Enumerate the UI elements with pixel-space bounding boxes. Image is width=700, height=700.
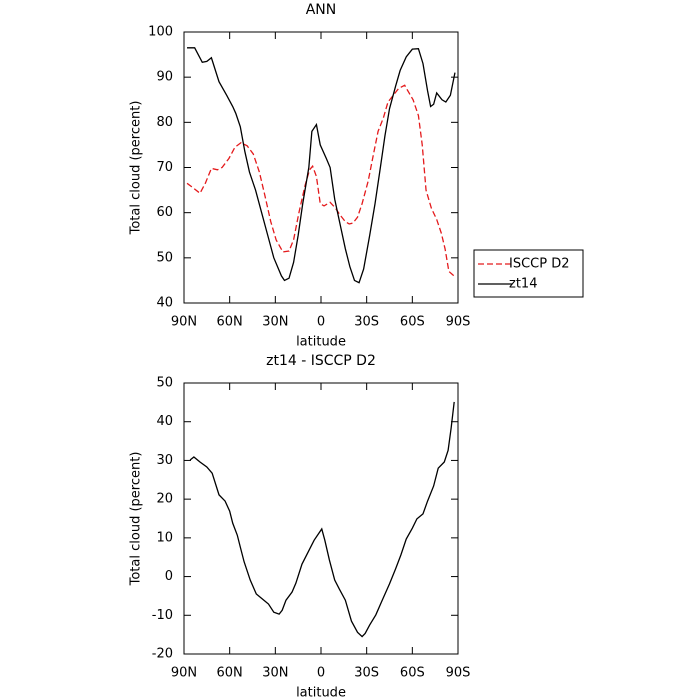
data-line — [189, 401, 455, 638]
chart-title: ANN — [306, 2, 337, 18]
x-tick-label: 60N — [217, 666, 243, 681]
legend-label: ISCCP D2 — [509, 257, 570, 272]
y-tick-label: 0 — [165, 569, 173, 584]
x-tick-label: 0 — [317, 315, 325, 330]
y-axis-label: Total cloud (percent) — [129, 452, 144, 587]
y-tick-label: 10 — [156, 530, 173, 545]
x-tick-label: 60S — [400, 666, 425, 681]
x-tick-label: 90S — [446, 666, 471, 681]
x-tick-label: 30S — [354, 315, 379, 330]
x-tick-label: 60N — [217, 315, 243, 330]
legend-label: zt14 — [509, 277, 537, 292]
chart-title: zt14 - ISCCP D2 — [266, 353, 376, 369]
y-tick-label: 70 — [156, 160, 173, 175]
x-tick-label: 90N — [171, 666, 197, 681]
y-tick-label: 40 — [156, 414, 173, 429]
y-tick-label: 50 — [156, 376, 173, 391]
x-axis-label: latitude — [296, 686, 346, 700]
plot-frame — [183, 31, 459, 304]
x-tick-label: 30N — [262, 315, 288, 330]
y-tick-label: 50 — [156, 250, 173, 265]
y-tick-label: 20 — [156, 492, 173, 507]
y-tick-label: 60 — [156, 205, 173, 220]
y-tick-label: 90 — [156, 70, 173, 85]
x-tick-label: 30S — [354, 666, 379, 681]
x-tick-label: 60S — [400, 315, 425, 330]
x-tick-label: 0 — [317, 666, 325, 681]
x-tick-label: 30N — [262, 666, 288, 681]
x-tick-label: 90S — [446, 315, 471, 330]
x-tick-label: 90N — [171, 315, 197, 330]
data-line — [187, 47, 456, 284]
data-line — [186, 84, 456, 278]
y-tick-label: 100 — [148, 25, 173, 40]
legend-box — [473, 249, 584, 298]
y-tick-label: 30 — [156, 453, 173, 468]
x-axis-label: latitude — [296, 335, 346, 350]
y-tick-label: -10 — [152, 608, 173, 623]
y-tick-label: 80 — [156, 115, 173, 130]
y-tick-label: -20 — [152, 647, 173, 662]
y-tick-label: 40 — [156, 296, 173, 311]
y-axis-label: Total cloud (percent) — [129, 101, 144, 236]
